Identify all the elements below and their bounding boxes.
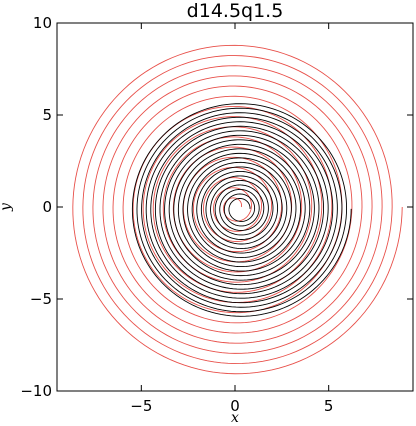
x-axis-label: x (231, 410, 239, 426)
y-axis-label: y (0, 202, 14, 212)
chart-title: d14.5q1.5 (187, 0, 284, 22)
x-tick-label: 5 (324, 397, 334, 415)
series-line-1 (131, 103, 352, 317)
y-tick-label: 10 (33, 14, 52, 32)
y-tick-label: −5 (30, 290, 52, 308)
tick-layer: −5 0 5 −10 −5 0 5 10 (20, 14, 413, 415)
y-tick-label: 0 (42, 198, 52, 216)
x-tick-label: 0 (230, 397, 240, 415)
y-tick-label: 5 (42, 106, 52, 124)
series-layer (72, 44, 403, 375)
plot-area-background (57, 23, 413, 391)
y-tick-label: −10 (20, 382, 52, 400)
x-tick-label: −5 (130, 397, 152, 415)
